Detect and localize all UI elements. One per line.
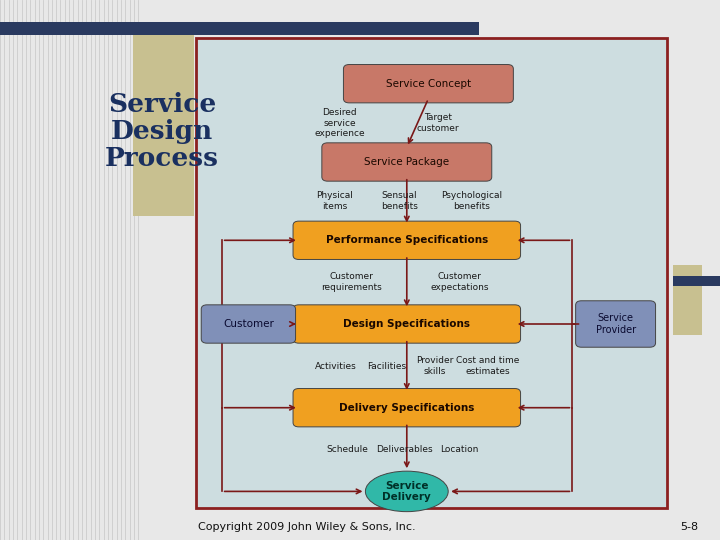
Text: Psychological
benefits: Psychological benefits [441, 191, 502, 211]
Text: Schedule: Schedule [326, 445, 368, 454]
FancyBboxPatch shape [201, 305, 296, 343]
FancyBboxPatch shape [322, 143, 492, 181]
Text: Service
Provider: Service Provider [595, 313, 636, 335]
Text: Cost and time
estimates: Cost and time estimates [456, 356, 520, 376]
Text: Deliverables: Deliverables [377, 445, 433, 454]
Text: Design Specifications: Design Specifications [343, 319, 470, 329]
Text: Performance Specifications: Performance Specifications [325, 235, 488, 245]
Text: Customer: Customer [223, 319, 274, 329]
Text: Customer
expectations: Customer expectations [430, 272, 489, 292]
FancyBboxPatch shape [576, 301, 655, 347]
Text: Sensual
benefits: Sensual benefits [381, 191, 418, 211]
Text: Activities: Activities [315, 362, 357, 370]
FancyBboxPatch shape [343, 64, 513, 103]
Bar [0, 22, 479, 35]
Ellipse shape [365, 471, 448, 512]
Text: Location: Location [440, 445, 479, 454]
Bar [673, 265, 702, 335]
Text: Service
Delivery: Service Delivery [382, 481, 431, 502]
Bar [673, 276, 720, 286]
Text: Facilities: Facilities [367, 362, 406, 370]
Text: Service Concept: Service Concept [386, 79, 471, 89]
Text: 5-8: 5-8 [680, 522, 698, 531]
Text: Physical
items: Physical items [316, 191, 354, 211]
Text: Desired
service
experience: Desired service experience [315, 108, 365, 138]
Bar [133, 27, 194, 216]
Bar [196, 38, 667, 508]
FancyBboxPatch shape [293, 305, 521, 343]
Text: Provider
skills: Provider skills [416, 356, 454, 376]
Text: Target
customer: Target customer [416, 113, 459, 133]
Text: Copyright 2009 John Wiley & Sons, Inc.: Copyright 2009 John Wiley & Sons, Inc. [198, 522, 415, 531]
Text: Delivery Specifications: Delivery Specifications [339, 403, 474, 413]
Text: Service Package: Service Package [364, 157, 449, 167]
Text: Customer
requirements: Customer requirements [321, 272, 382, 292]
FancyBboxPatch shape [293, 389, 521, 427]
FancyBboxPatch shape [293, 221, 521, 259]
Text: Service
Design
Process: Service Design Process [105, 92, 219, 171]
